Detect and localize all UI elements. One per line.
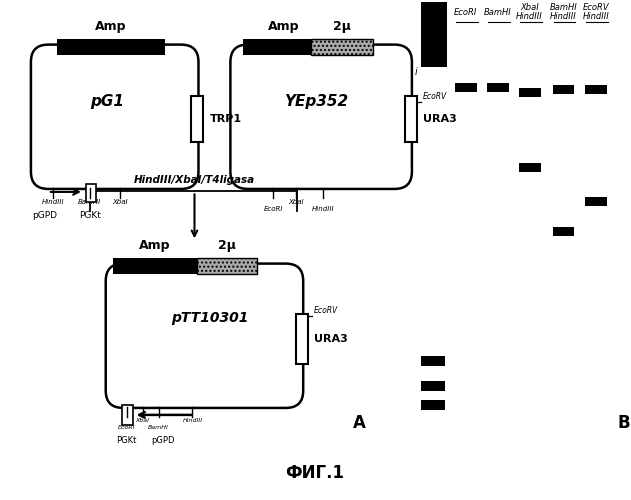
Bar [57, 38, 165, 54]
Text: HindIII: HindIII [550, 12, 577, 21]
Text: PGKt: PGKt [79, 211, 101, 220]
Bar [191, 96, 203, 142]
Bar [553, 85, 574, 94]
Text: EcoRI: EcoRI [118, 425, 136, 430]
Bar [296, 314, 308, 364]
Text: pGPD: pGPD [32, 211, 57, 220]
Text: BamHI: BamHI [78, 199, 102, 205]
Text: pTT10301: pTT10301 [171, 311, 248, 325]
Text: i: i [415, 67, 418, 77]
Text: HindIII: HindIII [516, 12, 543, 21]
Bar [86, 184, 96, 202]
Bar [586, 198, 608, 206]
Text: EcoRV: EcoRV [314, 306, 338, 315]
Bar [586, 85, 608, 94]
Text: EcoRI: EcoRI [264, 206, 283, 212]
Text: EcoRV: EcoRV [583, 4, 610, 13]
Bar [455, 83, 477, 92]
FancyBboxPatch shape [230, 44, 412, 189]
Text: TRP1: TRP1 [209, 114, 242, 124]
Text: HindIII: HindIII [583, 12, 610, 21]
Bar [519, 162, 541, 172]
Text: URA3: URA3 [314, 334, 348, 344]
Bar [519, 88, 541, 97]
Text: HindIII: HindIII [42, 199, 64, 205]
Bar [421, 380, 445, 390]
Text: Mw: Mw [423, 2, 441, 12]
Bar [487, 83, 509, 92]
Bar [198, 258, 257, 274]
Text: XbaI: XbaI [520, 4, 539, 13]
Text: HindIII/XbaI/T4ligasa: HindIII/XbaI/T4ligasa [134, 176, 255, 186]
Bar [113, 258, 198, 274]
Text: pG1: pG1 [90, 94, 124, 110]
Text: BamHI: BamHI [484, 8, 512, 17]
Text: A: A [353, 414, 365, 432]
Text: 2μ: 2μ [218, 238, 237, 252]
Text: Amp: Amp [95, 20, 126, 32]
Text: EcoRV: EcoRV [423, 92, 447, 101]
Text: B: B [617, 414, 630, 432]
FancyBboxPatch shape [106, 264, 304, 408]
Text: URA3: URA3 [423, 114, 457, 124]
Text: HindIII: HindIII [312, 206, 334, 212]
Text: HindIII: HindIII [182, 418, 203, 423]
Bar [311, 38, 373, 54]
Text: BamHI: BamHI [550, 4, 577, 13]
Text: PGKt: PGKt [117, 436, 137, 445]
Bar [421, 0, 447, 67]
Text: XbaI: XbaI [136, 418, 150, 423]
Text: EcoRI: EcoRI [454, 8, 478, 17]
Text: ФИГ.1: ФИГ.1 [285, 464, 344, 482]
Text: Amp: Amp [268, 20, 299, 32]
Text: YEp352: YEp352 [284, 94, 348, 110]
Bar [122, 405, 133, 425]
Bar [553, 228, 574, 236]
Text: XbaI: XbaI [112, 199, 127, 205]
Text: XbaI: XbaI [288, 199, 304, 205]
Bar [421, 356, 445, 366]
Text: Amp: Amp [139, 238, 170, 252]
Text: 2μ: 2μ [333, 20, 351, 32]
Bar [405, 96, 417, 142]
FancyBboxPatch shape [31, 44, 199, 189]
Text: BamHI: BamHI [148, 425, 169, 430]
Bar [244, 38, 323, 54]
Text: pGPD: pGPD [151, 436, 174, 445]
Text: 1Kb: 1Kb [421, 11, 442, 21]
Bar [421, 400, 445, 410]
